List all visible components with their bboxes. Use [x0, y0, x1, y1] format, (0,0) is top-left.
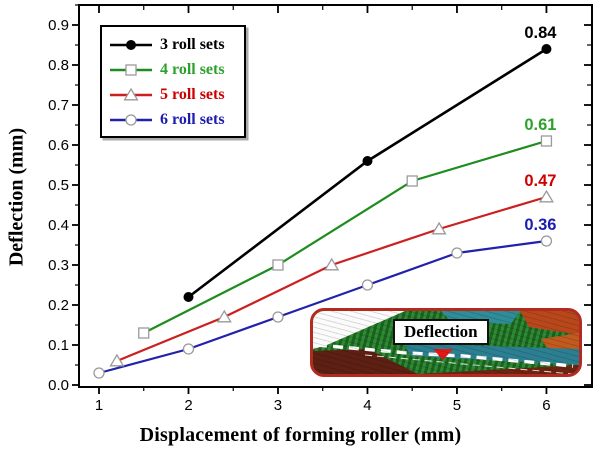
series-end-value-label: 0.61 — [524, 116, 556, 134]
y-axis-title: Deflection (mm) — [5, 127, 28, 267]
y-tick-label: 0.2 — [48, 297, 69, 314]
data-point-marker — [182, 343, 195, 355]
legend-item-3: 6 roll sets — [108, 107, 238, 132]
data-point-marker — [451, 247, 463, 259]
x-tick-label: 4 — [363, 397, 371, 414]
data-point-marker — [324, 257, 340, 271]
deflection-arrow-marker — [433, 349, 453, 360]
fea-inset: Deflection — [310, 308, 582, 377]
x-tick-label: 6 — [542, 397, 550, 414]
inset-red-region — [520, 311, 579, 335]
data-point-marker — [123, 87, 139, 100]
legend-item-label: 6 roll sets — [160, 110, 225, 128]
data-point-marker — [272, 311, 284, 323]
data-point-marker — [540, 135, 553, 147]
x-axis-title: Displacement of forming roller (mm) — [139, 424, 462, 446]
x-tick-label: 3 — [274, 397, 282, 414]
data-point-marker — [93, 367, 105, 379]
inset-maroon-region — [313, 349, 418, 374]
series-end-value-label: 0.84 — [524, 24, 557, 42]
inset-teal-channel — [403, 343, 579, 365]
plot-border — [78, 4, 593, 388]
series-5-roll-sets: 0.47 — [109, 172, 557, 367]
y-tick-label: 0.8 — [48, 57, 69, 74]
series-6-roll-sets: 0.36 — [93, 216, 557, 379]
series-4-roll-sets: 0.61 — [138, 116, 557, 339]
data-point-marker — [126, 39, 136, 50]
y-tick-label: 0.3 — [48, 257, 69, 274]
data-point-marker — [125, 63, 137, 76]
y-tick-label: 0.5 — [48, 177, 69, 194]
legend-swatch-icon — [110, 63, 152, 76]
legend: 3 roll sets 4 roll sets 5 roll sets 6 roll … — [100, 25, 246, 138]
series-line — [143, 139, 547, 334]
legend-item-0: 3 roll sets — [108, 32, 238, 57]
x-tick-label: 1 — [95, 397, 103, 414]
x-tick-label: 5 — [453, 397, 461, 414]
legend-swatch-icon — [110, 39, 152, 50]
inset-deflection-label: Deflection — [393, 319, 489, 345]
inset-dark-red-strip — [418, 365, 579, 374]
data-point-marker — [540, 235, 553, 247]
legend-item-label: 4 roll sets — [160, 60, 225, 78]
legend-item-1: 4 roll sets — [108, 57, 238, 82]
legend-item-label: 5 roll sets — [160, 85, 225, 103]
y-tick-label: 0.4 — [48, 217, 69, 234]
series-3-roll-sets: 0.84 — [183, 24, 557, 302]
y-tick-label: 0.0 — [48, 377, 69, 394]
legend-swatch-icon — [110, 113, 152, 126]
legend-swatch-icon — [110, 87, 152, 100]
y-tick-label: 0.7 — [48, 97, 69, 114]
data-point-marker — [138, 327, 150, 339]
fea-contour-image — [313, 311, 579, 374]
x-tick-label: 2 — [184, 397, 192, 414]
data-point-marker — [406, 175, 418, 187]
series-end-value-label: 0.36 — [524, 216, 556, 234]
y-tick-label: 0.6 — [48, 137, 69, 154]
data-point-marker — [538, 189, 554, 203]
data-point-marker — [361, 279, 374, 291]
data-point-marker — [109, 353, 125, 367]
data-point-marker — [272, 259, 284, 271]
inset-white-region — [313, 311, 405, 349]
y-tick-label: 0.9 — [48, 17, 69, 34]
secondary-dashed-line — [364, 354, 574, 374]
data-point-marker — [431, 221, 447, 235]
legend-item-2: 5 roll sets — [108, 82, 238, 107]
data-point-marker — [216, 309, 232, 323]
data-point-marker — [125, 113, 137, 126]
series-end-value-label: 0.47 — [524, 172, 556, 190]
y-tick-label: 0.1 — [48, 337, 69, 354]
series-line — [98, 239, 547, 375]
deflection-dashed-line — [316, 343, 574, 368]
data-point-marker — [541, 44, 552, 54]
legend-item-label: 3 roll sets — [160, 35, 225, 53]
data-point-marker — [362, 156, 373, 166]
data-point-marker — [183, 292, 194, 302]
